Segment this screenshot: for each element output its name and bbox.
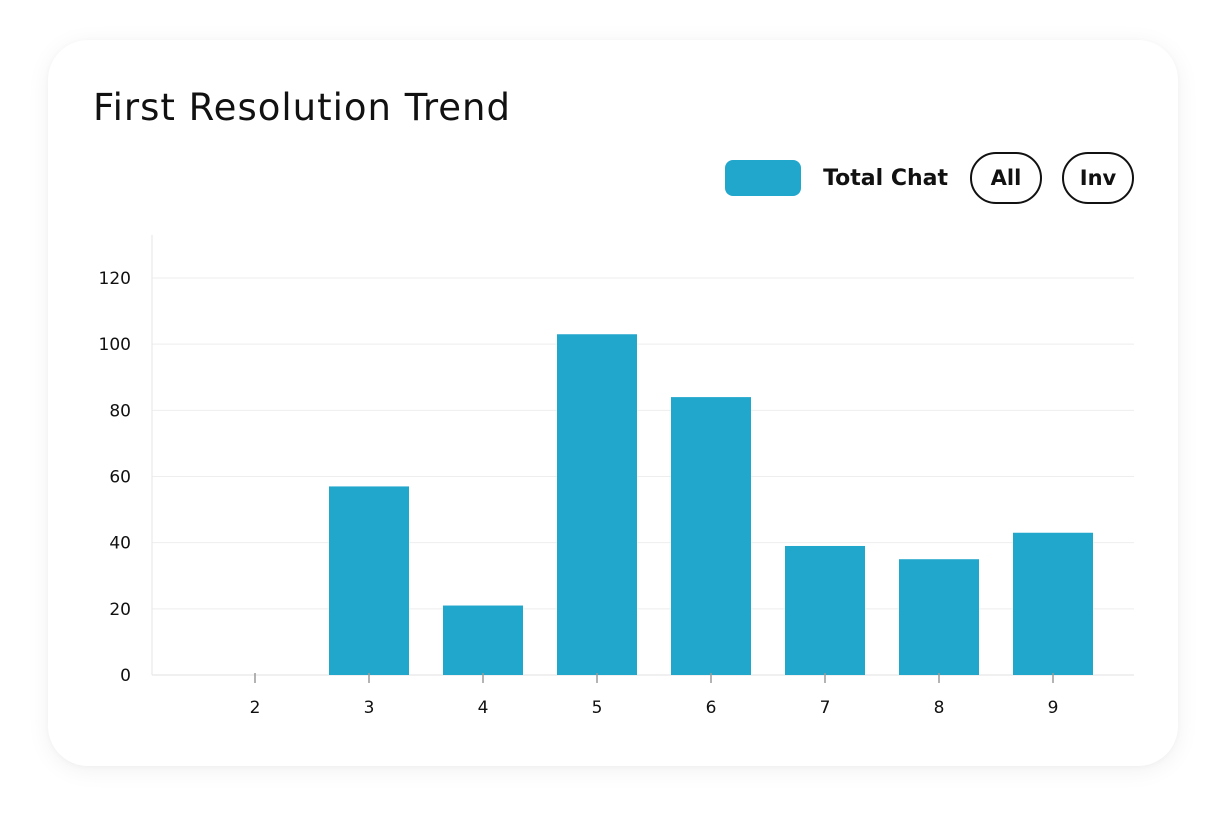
chart-card: First Resolution Trend Total Chat All In… bbox=[48, 40, 1178, 766]
all-filter-button[interactable]: All bbox=[970, 152, 1042, 204]
legend-swatch bbox=[725, 160, 802, 196]
legend-label: Total Chat bbox=[823, 165, 948, 191]
legend: Total Chat All Inv bbox=[725, 150, 1134, 206]
chart-title: First Resolution Trend bbox=[93, 86, 511, 129]
inv-filter-button[interactable]: Inv bbox=[1062, 152, 1134, 204]
